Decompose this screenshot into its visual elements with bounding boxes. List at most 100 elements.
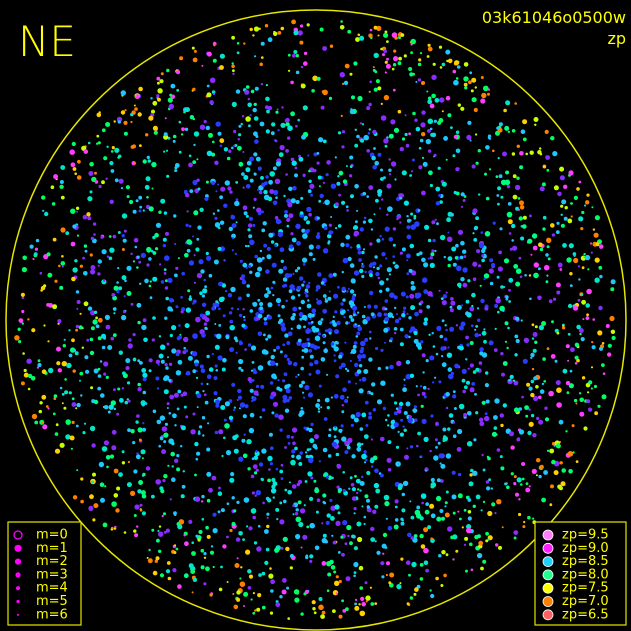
star — [518, 407, 522, 411]
star — [211, 181, 216, 185]
star — [122, 238, 127, 243]
star — [570, 202, 573, 205]
star — [553, 185, 559, 191]
star — [117, 267, 120, 270]
star — [557, 191, 562, 197]
star — [525, 487, 531, 493]
star — [560, 481, 566, 487]
star — [396, 409, 402, 414]
star — [381, 198, 384, 201]
star — [361, 442, 364, 446]
star — [110, 336, 115, 341]
star — [423, 547, 429, 554]
star — [561, 468, 566, 473]
star — [338, 170, 344, 176]
star — [229, 419, 233, 423]
star — [361, 453, 367, 460]
star — [72, 369, 76, 373]
star — [351, 348, 357, 354]
star — [452, 69, 457, 74]
star — [248, 526, 253, 531]
star — [243, 211, 248, 216]
star — [163, 268, 167, 271]
star — [109, 247, 115, 253]
star — [279, 247, 285, 253]
star — [573, 195, 579, 200]
star — [90, 310, 96, 316]
star — [352, 344, 357, 349]
star — [452, 558, 455, 561]
star — [578, 392, 582, 395]
star — [421, 501, 424, 505]
star — [484, 412, 488, 416]
star — [197, 431, 201, 435]
star — [447, 526, 453, 532]
star — [381, 575, 385, 579]
star — [391, 67, 395, 71]
star — [230, 472, 235, 477]
star — [219, 65, 224, 70]
star — [355, 478, 361, 484]
star — [327, 454, 332, 458]
star — [496, 499, 502, 505]
star — [342, 298, 346, 302]
star — [277, 303, 281, 307]
star — [271, 122, 276, 127]
star — [447, 263, 451, 268]
star — [272, 280, 276, 284]
star — [247, 586, 252, 590]
star — [340, 242, 345, 247]
star — [383, 32, 389, 38]
star — [195, 376, 199, 379]
star — [460, 205, 463, 208]
star — [309, 496, 314, 501]
star — [452, 154, 456, 158]
star — [20, 381, 25, 386]
star — [226, 502, 230, 506]
star — [427, 149, 432, 153]
star — [478, 417, 484, 422]
star — [369, 290, 374, 296]
star — [132, 260, 136, 263]
star — [332, 609, 336, 613]
star — [551, 459, 556, 465]
star — [257, 211, 262, 216]
star — [341, 145, 345, 149]
star — [133, 469, 138, 474]
star — [447, 427, 451, 431]
star — [205, 310, 211, 316]
star — [573, 254, 576, 257]
star — [607, 343, 612, 348]
star — [372, 165, 378, 170]
star — [172, 568, 177, 573]
star — [310, 476, 314, 480]
star — [192, 577, 198, 582]
zp-legend: zp=9.5zp=9.0zp=8.5zp=8.0zp=7.5zp=7.0zp=6… — [534, 521, 627, 626]
star — [348, 487, 351, 490]
star — [470, 89, 474, 93]
star — [41, 195, 46, 200]
star — [507, 326, 510, 330]
star — [342, 387, 347, 393]
star — [218, 281, 223, 287]
star — [359, 349, 364, 354]
star — [367, 304, 372, 309]
star — [204, 285, 208, 289]
star — [264, 293, 269, 298]
star — [322, 493, 327, 498]
star — [458, 345, 464, 351]
star — [32, 257, 35, 261]
star — [464, 86, 468, 90]
star — [392, 261, 396, 265]
star — [408, 573, 411, 577]
star — [575, 460, 579, 463]
star — [257, 266, 263, 272]
star — [431, 74, 437, 81]
star — [136, 452, 139, 455]
star — [111, 526, 114, 530]
star — [211, 90, 216, 94]
star — [282, 277, 288, 282]
star — [455, 324, 459, 327]
star — [601, 342, 605, 345]
star — [392, 419, 395, 423]
